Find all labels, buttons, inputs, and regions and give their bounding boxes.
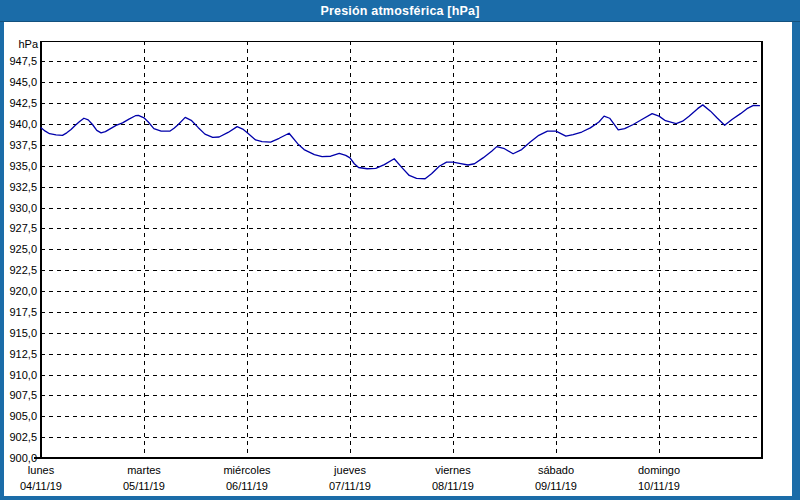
y-tick-label: 925,0 (9, 243, 37, 255)
gridlines (41, 41, 762, 459)
y-tick-label: 932,5 (9, 181, 37, 193)
y-tick-label: 915,0 (9, 327, 37, 339)
y-tick-label: 942,5 (9, 97, 37, 109)
y-tick-label: 937,5 (9, 139, 37, 151)
y-tick-label: 927,5 (9, 222, 37, 234)
y-axis-labels: 900,0 902,5 905,0 907,5 910,0 912,5 915,0 917,5… (9, 38, 38, 464)
chart-area: 900,0 902,5 905,0 907,5 910,0 912,5 915,0 917,5… (4, 22, 792, 496)
y-tick-label: 905,0 (9, 410, 37, 422)
y-tick-label: 940,0 (9, 118, 37, 130)
y-tick-label: 902,5 (9, 431, 37, 443)
y-tick-label: 930,0 (9, 202, 37, 214)
y-tick-label: 910,0 (9, 369, 37, 381)
y-tick-label: 907,5 (9, 389, 37, 401)
y-tick-label: 900,0 (9, 452, 37, 464)
x-date-label: 09/11/19 (535, 480, 577, 492)
x-date-label: 10/11/19 (638, 480, 680, 492)
y-tick-label: 912,5 (9, 348, 37, 360)
y-tick-label: 917,5 (9, 306, 37, 318)
y-tick-label: 945,0 (9, 76, 37, 88)
pressure-chart: 900,0 902,5 905,0 907,5 910,0 912,5 915,0 917,5… (4, 22, 792, 496)
x-date-label: 04/11/19 (20, 480, 62, 492)
x-day-label: viernes (435, 464, 471, 476)
title-bar: Presión atmosférica [hPa] (0, 0, 800, 22)
chart-title: Presión atmosférica [hPa] (320, 4, 479, 18)
x-date-label: 06/11/19 (226, 480, 268, 492)
x-day-label: domingo (638, 464, 680, 476)
x-day-label: jueves (333, 464, 366, 476)
x-date-label: 07/11/19 (329, 480, 371, 492)
y-tick-label: 935,0 (9, 160, 37, 172)
x-date-label: 08/11/19 (432, 480, 474, 492)
pressure-series-line (41, 105, 759, 179)
x-date-label: 05/11/19 (123, 480, 165, 492)
x-axis-labels: lunes 04/11/19 martes 05/11/19 miércoles 06/1… (20, 464, 680, 492)
x-day-label: lunes (28, 464, 55, 476)
x-day-label: miércoles (223, 464, 271, 476)
y-tick-label: 947,5 (9, 55, 37, 67)
x-day-label: sábado (538, 464, 574, 476)
y-tick-label: 920,0 (9, 285, 37, 297)
y-tick-label: 922,5 (9, 264, 37, 276)
x-day-label: martes (127, 464, 161, 476)
y-axis-unit-label: hPa (18, 38, 38, 50)
